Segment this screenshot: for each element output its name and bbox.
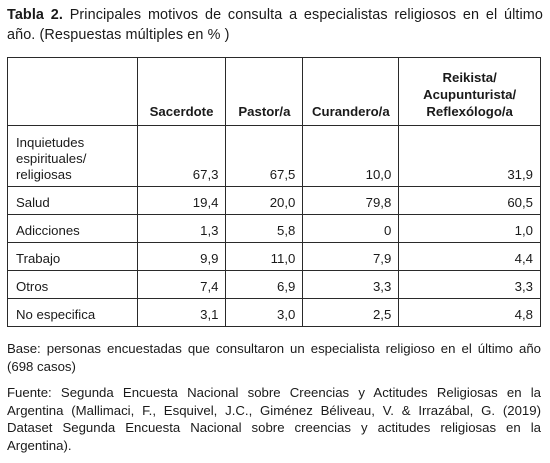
- value-cell: 60,5: [398, 186, 541, 215]
- value-cell: 31,9: [398, 125, 541, 187]
- value-cell: 67,5: [225, 125, 304, 187]
- base-note: Base: personas encuestadas que consultar…: [7, 341, 541, 374]
- value-cell: 3,3: [398, 270, 541, 299]
- value-cell: 0: [302, 214, 400, 243]
- table-row: Adicciones 1,3 5,8 0 1,0: [7, 214, 541, 243]
- header-cell-curandero: Curandero/a: [302, 57, 400, 126]
- value-cell: 1,0: [398, 214, 541, 243]
- value-cell: 19,4: [136, 186, 227, 215]
- value-cell: 6,9: [225, 270, 304, 299]
- value-cell: 7,9: [302, 242, 400, 271]
- motives-table: Sacerdote Pastor/a Curandero/a Reikista/…: [7, 57, 541, 327]
- value-cell: 9,9: [136, 242, 227, 271]
- value-cell: 10,0: [302, 125, 400, 187]
- value-cell: 7,4: [136, 270, 227, 299]
- row-label: Salud: [7, 186, 138, 215]
- value-cell: 79,8: [302, 186, 400, 215]
- header-row: Sacerdote Pastor/a Curandero/a Reikista/…: [7, 57, 541, 126]
- table-row: Inquietudes espirituales/ religiosas 67,…: [7, 125, 541, 187]
- table-row: Trabajo 9,9 11,0 7,9 4,4: [7, 242, 541, 271]
- value-cell: 3,3: [302, 270, 400, 299]
- header-cell-reikista: Reikista/ Acupunturista/ Reflexólogo/a: [398, 57, 541, 126]
- value-cell: 20,0: [225, 186, 304, 215]
- table-row: No especifica 3,1 3,0 2,5 4,8: [7, 298, 541, 327]
- value-cell: 11,0: [225, 242, 304, 271]
- value-cell: 3,0: [225, 298, 304, 327]
- value-cell: 2,5: [302, 298, 400, 327]
- header-cell-empty: [7, 57, 138, 126]
- value-cell: 4,4: [398, 242, 541, 271]
- row-label: Adicciones: [7, 214, 138, 243]
- value-cell: 3,1: [136, 298, 227, 327]
- row-label: Trabajo: [7, 242, 138, 271]
- row-label: No especifica: [7, 298, 138, 327]
- value-cell: 67,3: [136, 125, 227, 187]
- value-cell: 4,8: [398, 298, 541, 327]
- value-cell: 1,3: [136, 214, 227, 243]
- value-cell: 5,8: [225, 214, 304, 243]
- source-note: Fuente: Segunda Encuesta Nacional sobre …: [7, 385, 541, 453]
- header-cell-sacerdote: Sacerdote: [136, 57, 227, 126]
- row-label: Otros: [7, 270, 138, 299]
- table-row: Salud 19,4 20,0 79,8 60,5: [7, 186, 541, 215]
- table-row: Otros 7,4 6,9 3,3 3,3: [7, 270, 541, 299]
- caption-text: Principales motivos de consulta a especi…: [7, 7, 543, 43]
- header-cell-pastor: Pastor/a: [225, 57, 304, 126]
- row-label: Inquietudes espirituales/ religiosas: [7, 125, 138, 187]
- table-caption: Tabla 2. Principales motivos de consulta…: [7, 5, 543, 45]
- caption-label: Tabla 2.: [7, 7, 63, 23]
